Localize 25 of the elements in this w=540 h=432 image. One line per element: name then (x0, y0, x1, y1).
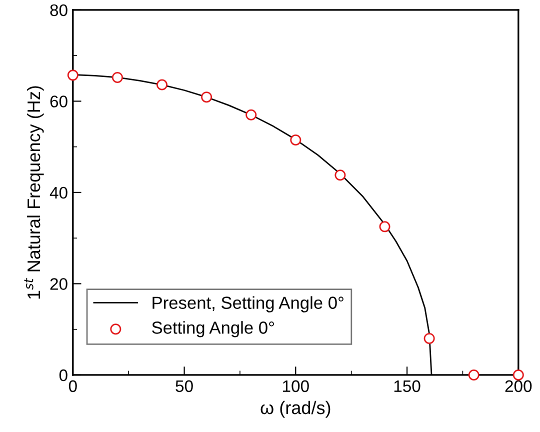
x-tick-label: 200 (505, 380, 532, 392)
point (201, 92, 212, 103)
x-tick-label: 50 (176, 380, 193, 392)
y-tick-label: 0 (59, 369, 68, 382)
point (156, 79, 168, 90)
y-tick-label: 60 (50, 96, 68, 108)
point (334, 170, 346, 181)
y-tick-label: 40 (50, 186, 68, 199)
x-tick-label: 150 (394, 380, 420, 392)
x-axis-title: ω (rad/s) (260, 400, 330, 418)
point (246, 109, 257, 120)
point (379, 221, 390, 232)
y-tick-label: 20 (50, 278, 68, 290)
x-tick-label: 0 (68, 380, 77, 392)
point (290, 134, 302, 146)
point (468, 369, 480, 380)
point (112, 72, 123, 83)
point (512, 369, 524, 380)
x-tick-label: 100 (283, 380, 309, 392)
legend-label: Present, Setting Angle 0° (152, 296, 344, 312)
y-tick-label: 80 (50, 4, 68, 16)
point (424, 332, 435, 344)
y-axis-title: 1$^{st}$ Natural Frequency (Hz) (24, 86, 44, 299)
point (67, 70, 78, 81)
legend-label: Setting Angle 0° (152, 321, 274, 338)
